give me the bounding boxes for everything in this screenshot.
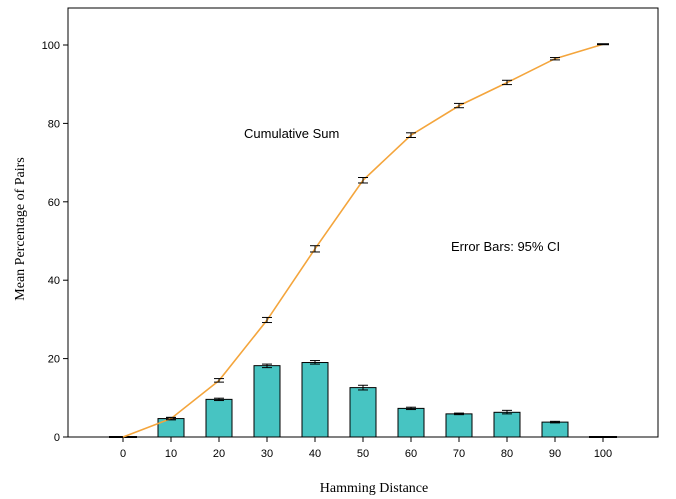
x-tick-label: 70 [453, 448, 465, 460]
bar-error-bar [262, 363, 272, 369]
x-tick-label: 80 [501, 448, 513, 460]
bar [493, 411, 521, 438]
line-point-error-bar [214, 378, 224, 383]
plot-frame [67, 7, 659, 438]
y-tick-label: 80 [48, 118, 60, 130]
y-axis-title: Mean Percentage of Pairs [13, 157, 28, 300]
bar [253, 365, 281, 438]
bar [349, 387, 377, 438]
bar-error-bar [214, 397, 224, 402]
x-tick-label: 40 [309, 448, 321, 460]
bar-error-bar [550, 420, 560, 424]
y-axis: 0 20 40 60 80 100 [42, 40, 68, 444]
bar [445, 413, 473, 438]
line-point-error-bar [550, 57, 560, 61]
line-point-error-bar [310, 245, 320, 253]
x-axis-title: Hamming Distance [320, 481, 428, 496]
x-axis: 0 10 20 30 40 50 60 70 80 90 100 [120, 437, 612, 460]
y-tick-label: 100 [42, 40, 60, 52]
line-point-error-bar [454, 102, 464, 109]
line-point-error-bar [262, 316, 272, 324]
bar-error-bar [406, 406, 416, 411]
x-tick-label: 50 [357, 448, 369, 460]
y-tick-label: 20 [48, 354, 60, 366]
y-tick-label: 60 [48, 197, 60, 209]
y-tick-label: 40 [48, 275, 60, 287]
line-point-error-bar [406, 132, 416, 139]
x-tick-label: 20 [213, 448, 225, 460]
bar [397, 407, 425, 438]
annotation-cumulative-sum: Cumulative Sum [244, 126, 339, 141]
line-error-bars [166, 43, 609, 421]
x-tick-label: 30 [261, 448, 273, 460]
y-tick-label: 0 [54, 432, 60, 444]
x-tick-label: 0 [120, 448, 126, 460]
bar-error-bar [454, 412, 464, 416]
bar-error-bar [502, 409, 512, 415]
bar [301, 362, 329, 438]
bar-series [109, 362, 617, 438]
x-tick-label: 100 [594, 448, 612, 460]
bar [205, 398, 233, 438]
line-point-error-bar [358, 176, 368, 184]
bar-error-bar [358, 384, 368, 391]
x-tick-label: 90 [549, 448, 561, 460]
line-point-error-bar [166, 416, 176, 421]
bar-error-bar [310, 360, 320, 365]
x-tick-label: 60 [405, 448, 417, 460]
x-tick-label: 10 [165, 448, 177, 460]
bar [541, 421, 569, 438]
annotation-error-bars: Error Bars: 95% CI [451, 239, 560, 254]
line-point-error-bar [502, 79, 512, 86]
